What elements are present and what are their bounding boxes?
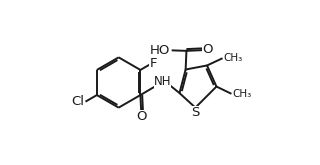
Text: CH₃: CH₃: [223, 53, 243, 63]
Text: Cl: Cl: [71, 96, 84, 108]
Text: H: H: [160, 75, 168, 88]
Text: CH₃: CH₃: [232, 89, 252, 99]
Text: O: O: [136, 110, 147, 123]
Text: F: F: [149, 57, 157, 70]
Text: HO: HO: [150, 44, 170, 57]
Text: NH: NH: [154, 75, 172, 88]
Text: O: O: [202, 43, 213, 56]
Text: S: S: [191, 106, 200, 119]
